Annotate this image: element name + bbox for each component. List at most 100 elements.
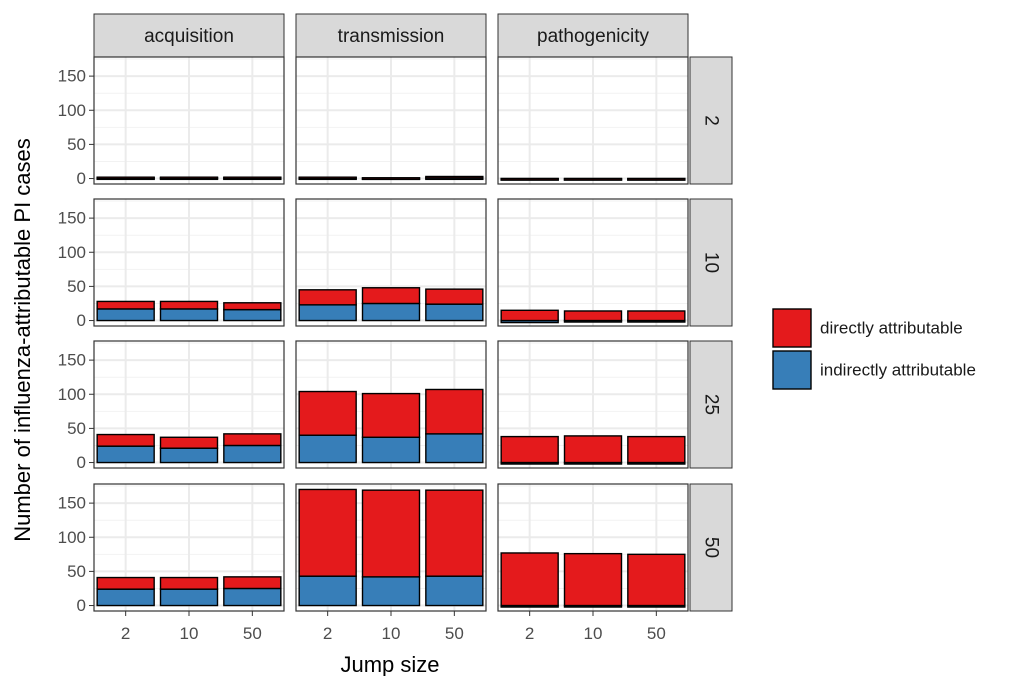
bar-indirect-50: [425, 575, 484, 607]
bar-indirect-10: [159, 447, 219, 464]
legend-swatch-indirect: [772, 350, 812, 390]
panel-border: [295, 340, 487, 469]
bar-indirect-2: [298, 304, 357, 322]
panel-acquisition-50: [93, 483, 285, 612]
bar-indirect-10: [361, 436, 421, 464]
panel-border: [295, 198, 487, 327]
x-tick-label: 10: [180, 624, 199, 643]
bar-direct-10: [159, 436, 219, 449]
y-axis-title: Number of influenza-attributable PI case…: [10, 138, 35, 542]
bar-direct-10: [563, 552, 623, 607]
y-tick-label: 50: [67, 277, 86, 296]
bar-indirect-10: [159, 588, 219, 607]
bar-direct-2: [500, 552, 559, 607]
bar-direct-2: [500, 177, 559, 181]
bar-direct-50: [425, 288, 484, 305]
x-axis-title: Jump size: [340, 652, 439, 676]
panel-transmission-10: [295, 198, 487, 327]
row-strip-label-25: 25: [701, 394, 722, 415]
row-strip-label-2: 2: [701, 115, 722, 126]
bar-direct-50: [425, 388, 484, 435]
facet-strip-transmission: [295, 13, 487, 58]
x-tick-label: 50: [243, 624, 262, 643]
y-tick-label: 150: [58, 209, 86, 228]
y-tick-label: 100: [58, 528, 86, 547]
y-tick-label: 150: [58, 494, 86, 513]
panel-pathogenicity-50: [497, 483, 689, 612]
bar-direct-10: [361, 287, 421, 305]
panel-border: [295, 56, 487, 185]
bar-direct-2: [298, 289, 357, 306]
panel-acquisition-2: [93, 56, 285, 185]
y-tick-label: 50: [67, 419, 86, 438]
x-tick-label: 2: [525, 624, 534, 643]
y-tick-label: 100: [58, 101, 86, 120]
bar-direct-2: [96, 300, 155, 310]
bar-indirect-10: [361, 302, 421, 322]
bar-direct-50: [223, 176, 282, 180]
row-strip-25: [689, 340, 733, 469]
bar-direct-10: [159, 300, 219, 310]
bar-indirect-50: [425, 433, 484, 464]
bar-direct-10: [563, 310, 623, 322]
bar-direct-10: [563, 435, 623, 464]
x-tick-label: 50: [647, 624, 666, 643]
panel-pathogenicity-10: [497, 198, 689, 327]
bar-indirect-50: [223, 308, 282, 322]
bar-indirect-2: [96, 588, 155, 607]
panel-transmission-50: [295, 483, 487, 612]
x-tick-label: 2: [323, 624, 332, 643]
y-tick-label: 0: [77, 596, 86, 615]
x-tick-label: 10: [382, 624, 401, 643]
y-tick-label: 0: [77, 169, 86, 188]
bar-direct-10: [361, 392, 421, 438]
y-tick-label: 0: [77, 453, 86, 472]
bar-direct-50: [627, 435, 686, 464]
panel-acquisition-10: [93, 198, 285, 327]
bar-direct-50: [425, 489, 484, 577]
panel-pathogenicity-2: [497, 56, 689, 185]
bar-direct-50: [425, 175, 484, 179]
panel-pathogenicity-25: [497, 340, 689, 469]
bar-direct-2: [96, 176, 155, 180]
row-strip-50: [689, 483, 733, 612]
panel-acquisition-25: [93, 340, 285, 469]
panel-border: [497, 340, 689, 469]
bar-direct-2: [298, 390, 357, 436]
y-tick-label: 50: [67, 562, 86, 581]
facet-strip-label-pathogenicity: pathogenicity: [537, 26, 649, 47]
row-strip-2: [689, 56, 733, 185]
bar-direct-2: [298, 176, 357, 180]
panel-border: [497, 198, 689, 327]
x-tick-label: 10: [584, 624, 603, 643]
bar-direct-50: [223, 576, 282, 590]
bar-direct-10: [361, 489, 421, 578]
bar-direct-10: [159, 176, 219, 180]
bar-direct-50: [627, 177, 686, 181]
bar-indirect-2: [298, 575, 357, 607]
x-tick-label: 2: [121, 624, 130, 643]
legend-label-direct: directly attributable: [820, 319, 963, 338]
panel-border: [93, 56, 285, 185]
bar-indirect-50: [223, 444, 282, 464]
bar-direct-50: [223, 433, 282, 447]
bar-direct-10: [361, 177, 421, 181]
legend-label-indirect: indirectly attributable: [820, 361, 976, 380]
bar-direct-2: [298, 488, 357, 577]
panel-border: [497, 56, 689, 185]
x-tick-label: 50: [445, 624, 464, 643]
y-tick-label: 100: [58, 243, 86, 262]
facet-strip-label-transmission: transmission: [338, 26, 445, 47]
bar-direct-2: [96, 576, 155, 590]
panel-transmission-2: [295, 56, 487, 185]
legend-swatch-direct: [772, 308, 812, 348]
bar-direct-10: [159, 576, 219, 590]
y-tick-label: 50: [67, 135, 86, 154]
row-strip-10: [689, 198, 733, 327]
panel-border: [93, 198, 285, 327]
y-tick-label: 150: [58, 351, 86, 370]
bar-direct-2: [500, 309, 559, 322]
panel-transmission-25: [295, 340, 487, 469]
bar-indirect-2: [96, 308, 155, 322]
